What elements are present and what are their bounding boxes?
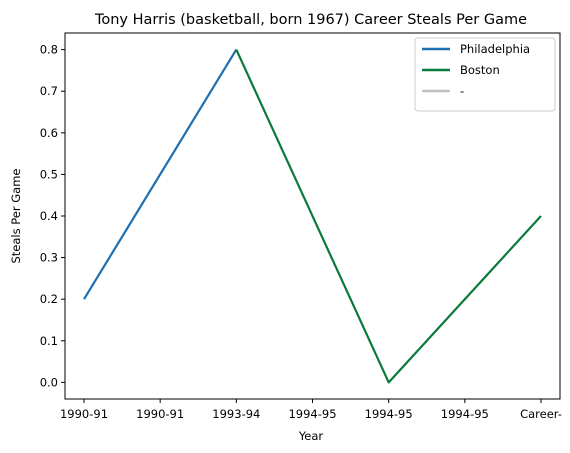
y-tick-label: 0.4	[40, 209, 58, 223]
y-tick-label: 0.1	[40, 334, 58, 348]
series-line-boston	[235, 49, 542, 384]
x-tick-label: Career-	[520, 407, 562, 421]
series-line-philadelphia	[83, 49, 238, 300]
x-tick-label: 1994-95	[441, 407, 489, 421]
series-layer	[83, 49, 542, 384]
y-tick-label: 0.6	[40, 126, 58, 140]
legend-label: -	[460, 84, 464, 98]
legend-label: Boston	[460, 63, 500, 77]
y-tick-label: 0.2	[40, 292, 58, 306]
x-axis-label: Year	[298, 429, 324, 443]
x-tick-label: 1994-95	[365, 407, 413, 421]
x-tick-label: 1993-94	[212, 407, 260, 421]
chart-title: Tony Harris (basketball, born 1967) Care…	[94, 12, 527, 28]
x-tick-label: 1994-95	[288, 407, 336, 421]
x-tick-label: 1990-91	[60, 407, 108, 421]
y-tick-label: 0.0	[40, 375, 58, 389]
y-axis-label: Steals Per Game	[9, 169, 23, 264]
legend: Philadelphia Boston -	[414, 37, 556, 112]
x-axis: 1990-91 1990-91 1993-94 1994-95 1994-95 1994-…	[60, 399, 562, 421]
x-tick-label: 1990-91	[136, 407, 184, 421]
y-tick-label: 0.3	[40, 251, 58, 265]
y-tick-label: 0.8	[40, 43, 58, 57]
y-tick-label: 0.7	[40, 84, 58, 98]
legend-box	[414, 37, 556, 112]
y-tick-label: 0.5	[40, 167, 58, 181]
legend-label: Philadelphia	[460, 42, 530, 56]
y-axis: 0.0 0.1 0.2 0.3 0.4 0.5 0.6 0.7 0.8	[40, 43, 65, 389]
